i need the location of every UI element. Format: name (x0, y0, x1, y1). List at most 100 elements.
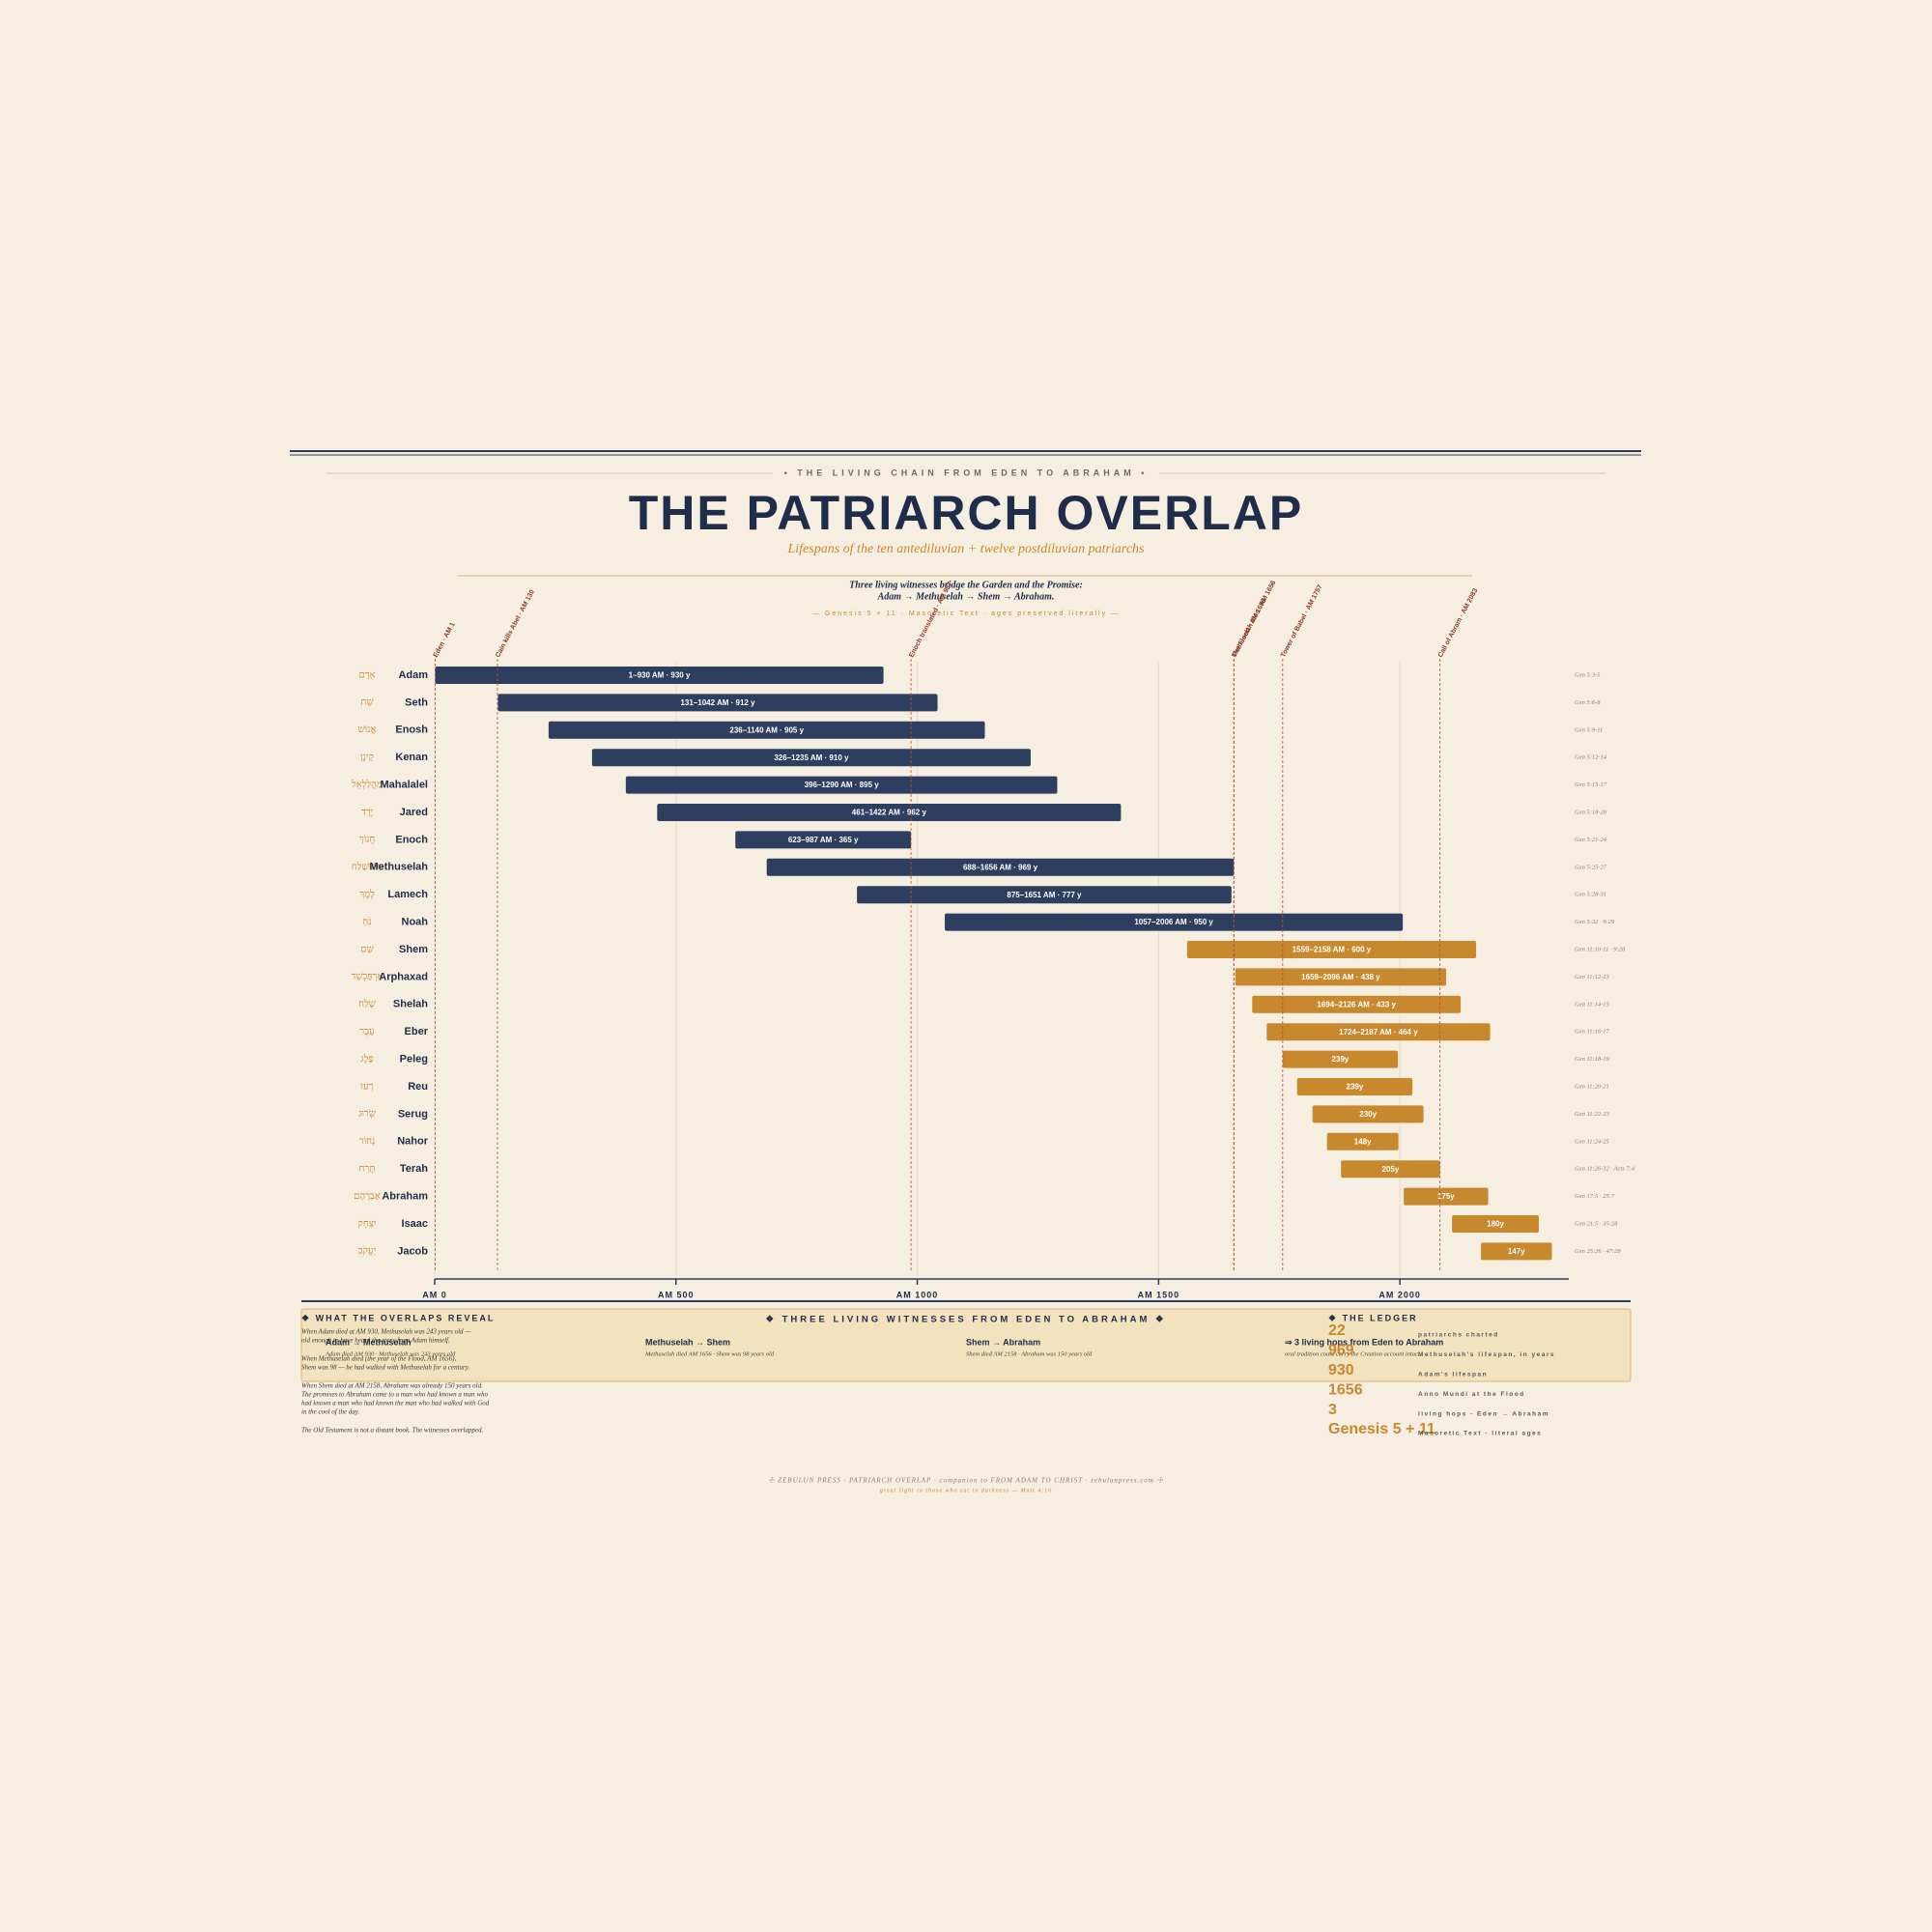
ledger-figure: 3 (1328, 1402, 1337, 1418)
ledger-figure: 1656 (1328, 1381, 1363, 1398)
bar-label: 205y (1382, 1165, 1400, 1174)
x-tick-label: AM 500 (658, 1290, 695, 1299)
patriarch-name: Peleg (400, 1054, 428, 1065)
x-tick-label: AM 0 (422, 1290, 447, 1299)
patriarch-name: Noah (402, 917, 429, 928)
bar-label: 239y (1332, 1055, 1350, 1064)
ledger-label: patriarchs charted (1418, 1332, 1499, 1339)
reveal-line: Shem was 98 — he had walked with Methuse… (301, 1364, 469, 1372)
hebrew-name: אַבְרָהָם (354, 1191, 381, 1202)
ledger-label: Methuselah's lifespan, in years (1418, 1351, 1555, 1358)
reference: Gen 17:5 · 25:7 (1575, 1193, 1615, 1200)
witness-title: Shem → Abraham (966, 1337, 1040, 1347)
hebrew-name: חֲנוֹךְ (359, 835, 376, 845)
hebrew-name: יִצְחָק (357, 1218, 377, 1229)
bar-label: 131–1042 AM · 912 y (680, 698, 755, 707)
patriarch-name: Reu (408, 1081, 428, 1093)
hebrew-name: יֶרֶד (361, 807, 374, 817)
reference: Gen 5:18-20 (1575, 809, 1607, 815)
lower-section: ❖ WHAT THE OVERLAPS REVEAL When Adam died… (301, 1313, 1555, 1437)
reference: Gen 11:10-11 · 9:28 (1575, 946, 1626, 952)
hebrew-name: פֶּלֶג (360, 1053, 373, 1065)
lifespan-bar (857, 886, 1232, 904)
hebrew-name: נֹחַ (362, 917, 371, 927)
reference: Gen 5:25-27 (1575, 864, 1607, 870)
bar-label: 1–930 AM · 930 y (629, 671, 691, 680)
patriarch-name: Serug (398, 1108, 428, 1120)
lifespan-bar (1452, 1215, 1540, 1233)
reference: Gen 5:28-31 (1575, 892, 1606, 898)
x-tick-label: AM 2000 (1378, 1290, 1421, 1299)
reveal-line: When Shem died at AM 2158, Abraham was a… (301, 1382, 483, 1390)
hebrew-name: תֶּרַח (359, 1163, 376, 1174)
patriarch-name: Kenan (395, 752, 428, 763)
patriarch-name: Arphaxad (379, 971, 428, 982)
patriarch-name: Methuselah (369, 862, 428, 873)
reference: Gen 11:18-19 (1575, 1056, 1610, 1063)
reference: Gen 11:12-13 (1575, 974, 1610, 980)
witness-detail: Adam died AM 930 · Methuselah was 243 ye… (325, 1350, 456, 1357)
lifespan-bar (1341, 1160, 1440, 1179)
lifespan-bar (1282, 1050, 1399, 1068)
hebrew-name: אֱנוֹשׁ (358, 724, 377, 735)
reveal-line: The promises to Abraham came to a man wh… (301, 1391, 489, 1399)
witness-detail: oral tradition could carry the Creation … (1285, 1350, 1420, 1357)
hebrew-name: אָדָם (358, 669, 375, 680)
bar-label: 1694–2126 AM · 433 y (1317, 1000, 1396, 1009)
lifespan-bar (548, 721, 985, 739)
ledger-label: Anno Mundi at the Flood (1418, 1391, 1525, 1398)
ledger-heading: ❖ THE LEDGER (1328, 1313, 1418, 1322)
bar-label: 175y (1437, 1192, 1455, 1201)
source: — Genesis 5 + 11 · Masoretic Text · ages… (812, 611, 1120, 617)
patriarch-name: Lamech (387, 889, 428, 900)
bar-label: 688–1656 AM · 969 y (963, 863, 1038, 871)
bar-label: 180y (1487, 1220, 1504, 1229)
ledger-figure: 930 (1328, 1362, 1354, 1378)
imprint: ☩ ZEBULUN PRESS · PATRIARCH OVERLAP · co… (768, 1477, 1164, 1485)
hebrew-name: לֶמֶךְ (359, 888, 375, 899)
reveal-line: had known a man who had known the man wh… (301, 1400, 490, 1407)
lifespan-bar (657, 804, 1122, 821)
ledger-label: Masoretic Text · literal ages (1418, 1431, 1542, 1437)
patriarch-name: Eber (405, 1026, 429, 1037)
hebrew-name: עֵבֶר (359, 1026, 375, 1037)
reveal-line: The Old Testament is not a distant book.… (301, 1427, 484, 1435)
reveal-line: in the cool of the day. (301, 1408, 360, 1416)
ledger-figure: Genesis 5 + 11 (1328, 1421, 1435, 1437)
reference: Gen 5:3-5 (1575, 671, 1601, 678)
reveal-line: old enough to have heard the story from … (301, 1337, 450, 1345)
subtitle: Lifespans of the ten antediluvian + twel… (786, 542, 1145, 556)
witness-title: Adam → Methuselah (326, 1337, 412, 1347)
bar-label: 461–1422 AM · 962 y (852, 809, 927, 817)
reveal-line: When Methuselah died (the year of the Fl… (301, 1355, 456, 1363)
patriarch-name: Shem (399, 944, 428, 955)
witness-title: Methuselah → Shem (645, 1337, 730, 1347)
reference: Gen 11:16-17 (1575, 1029, 1610, 1036)
patriarch-name: Terah (400, 1163, 428, 1175)
patriarch-name: Adam (398, 669, 428, 681)
lifespan-bar (1481, 1242, 1552, 1261)
patriarch-name: Jared (400, 807, 428, 818)
patriarch-name: Shelah (393, 999, 428, 1010)
lifespan-bar (1186, 941, 1477, 958)
patriarch-name: Enosh (395, 724, 428, 736)
bar-label: 147y (1508, 1247, 1525, 1256)
patriarch-name: Nahor (397, 1136, 429, 1148)
witness-detail: Methuselah died AM 1656 · Shem was 98 ye… (644, 1350, 775, 1357)
bar-label: 1724–2187 AM · 464 y (1339, 1028, 1418, 1037)
lifespan-bar (1266, 1023, 1491, 1041)
x-tick-label: AM 1500 (1138, 1290, 1180, 1299)
bar-label: 326–1235 AM · 910 y (774, 753, 849, 762)
lifespan-bar (1252, 995, 1462, 1013)
verse: great light to those who sat in darkness… (880, 1487, 1052, 1493)
lifespan-bar (1235, 968, 1447, 986)
witness-detail: Shem died AM 2158 · Abraham was 150 year… (966, 1350, 1093, 1357)
hebrew-name: שֵׁת (360, 697, 373, 708)
lifespan-bar (497, 694, 938, 712)
witness-panel (300, 1308, 1632, 1382)
bar-label: 396–1290 AM · 895 y (805, 781, 880, 789)
hebrew-name: מַהֲלַלְאֵל (351, 779, 383, 790)
hebrew-name: רְעוּ (359, 1081, 373, 1092)
